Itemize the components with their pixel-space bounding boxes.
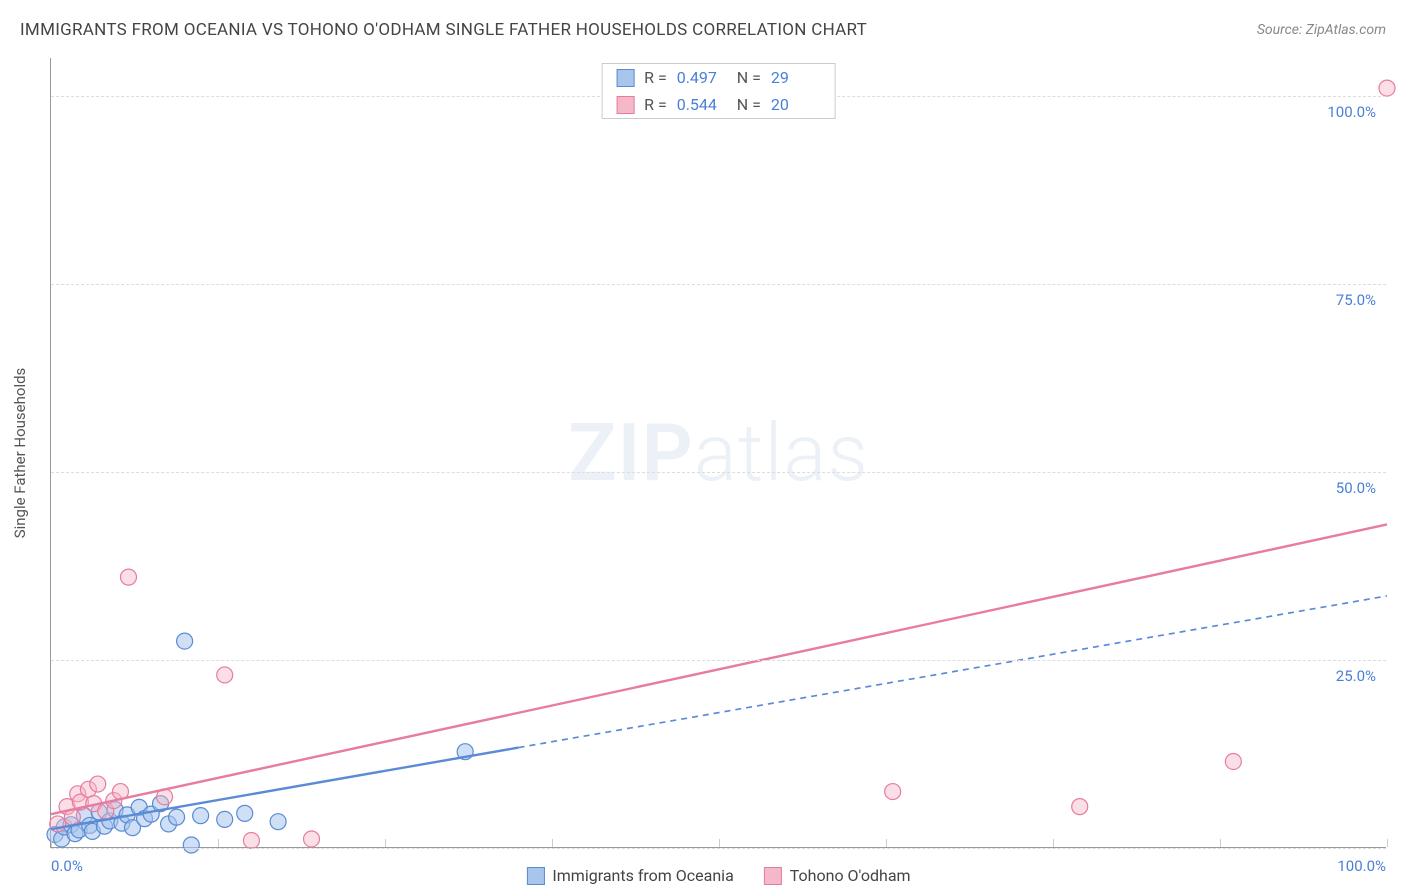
data-point — [1225, 753, 1241, 769]
chart-header: IMMIGRANTS FROM OCEANIA VS TOHONO O'ODHA… — [20, 20, 1386, 40]
swatch-series-1 — [616, 96, 634, 114]
data-point — [120, 569, 136, 585]
data-point — [177, 633, 193, 649]
n-label: N = — [737, 95, 761, 114]
x-tick-label: 0.0% — [51, 857, 83, 875]
r-label: R = — [644, 68, 667, 87]
x-tick — [51, 839, 52, 847]
data-point — [193, 808, 209, 824]
data-point — [217, 667, 233, 683]
x-tick — [1220, 839, 1221, 847]
stats-legend: R = 0.497 N = 29 R = 0.544 N = 20 — [601, 63, 836, 119]
x-tick — [1053, 839, 1054, 847]
x-tick — [385, 839, 386, 847]
gridline — [51, 472, 1386, 473]
stats-row-series-0: R = 0.497 N = 29 — [602, 64, 835, 91]
n-value-0: 29 — [771, 68, 821, 87]
y-axis-label: Single Father Households — [11, 368, 29, 539]
trend-line — [51, 524, 1387, 814]
chart-title: IMMIGRANTS FROM OCEANIA VS TOHONO O'ODHA… — [20, 20, 867, 40]
legend-label-0: Immigrants from Oceania — [552, 866, 733, 885]
legend-swatch-1 — [764, 867, 782, 885]
y-tick-label: 25.0% — [1336, 667, 1376, 685]
x-tick — [1387, 839, 1388, 847]
legend-swatch-0 — [526, 867, 544, 885]
data-point — [169, 809, 185, 825]
n-value-1: 20 — [771, 95, 821, 114]
gridline — [51, 284, 1386, 285]
y-tick-label: 75.0% — [1336, 291, 1376, 309]
n-label: N = — [737, 68, 761, 87]
legend-label-1: Tohono O'odham — [790, 866, 911, 885]
y-tick-label: 50.0% — [1336, 479, 1376, 497]
data-point — [237, 805, 253, 821]
bottom-legend: Immigrants from Oceania Tohono O'odham — [526, 866, 910, 885]
data-point — [885, 784, 901, 800]
plot-svg — [51, 58, 1386, 847]
gridline — [51, 848, 1386, 849]
source-attribution: Source: ZipAtlas.com — [1257, 22, 1386, 38]
x-tick — [552, 839, 553, 847]
gridline — [51, 660, 1386, 661]
plot-region: ZIPatlas R = 0.497 N = 29 R = 0.544 N = … — [50, 58, 1386, 848]
x-tick — [218, 839, 219, 847]
r-label: R = — [644, 95, 667, 114]
data-point — [90, 776, 106, 792]
y-tick-label: 100.0% — [1327, 103, 1376, 121]
data-point — [217, 811, 233, 827]
x-tick — [886, 839, 887, 847]
data-point — [243, 832, 259, 848]
r-value-1: 0.544 — [677, 95, 727, 114]
chart-area: Single Father Households ZIPatlas R = 0.… — [50, 58, 1386, 848]
swatch-series-0 — [616, 69, 634, 87]
data-point — [1379, 80, 1395, 96]
data-point — [1072, 799, 1088, 815]
data-point — [183, 837, 199, 853]
r-value-0: 0.497 — [677, 68, 727, 87]
data-point — [270, 814, 286, 830]
legend-item-0: Immigrants from Oceania — [526, 866, 733, 885]
x-tick-label: 100.0% — [1337, 857, 1386, 875]
legend-item-1: Tohono O'odham — [764, 866, 911, 885]
stats-row-series-1: R = 0.544 N = 20 — [602, 91, 835, 118]
data-point — [304, 831, 320, 847]
x-tick — [719, 839, 720, 847]
